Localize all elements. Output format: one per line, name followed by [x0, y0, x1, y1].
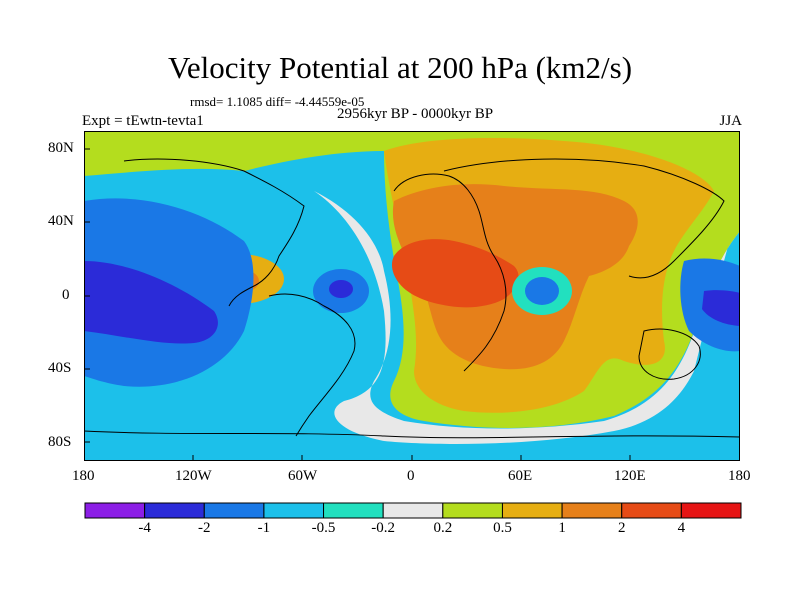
colorbar-label: 4 [677, 520, 686, 536]
colorbar-box [680, 502, 742, 519]
period-label: 2956kyr BP - 0000kyr BP [336, 106, 494, 122]
colorbar [84, 502, 742, 519]
map-title: Velocity Potential at 200 hPa (km2/s) [167, 50, 633, 85]
colorbar-box [382, 502, 444, 519]
colorbar-box [501, 502, 563, 519]
field-grey-arc [314, 191, 740, 444]
lon-label: 120E [614, 468, 646, 484]
field-east-darkblue [702, 290, 740, 326]
colorbar-label: -0.2 [371, 520, 396, 536]
colorbar-label: -4 [138, 520, 151, 536]
stats-line: rmsd= 1.1085 diff= -4.44559e-05 [190, 94, 365, 109]
lat-label: 80S [48, 434, 72, 450]
lon-label: 180 [72, 468, 95, 484]
lon-label: 60E [508, 468, 533, 484]
coast-antarctica [84, 430, 740, 439]
coast-south-america [268, 293, 356, 437]
coast-asia [443, 158, 725, 279]
coast-australia [638, 328, 701, 380]
colorbar-box [203, 502, 265, 519]
field-atlantic-darkblue [329, 280, 353, 298]
lon-label: 60W [288, 468, 318, 484]
lon-label: 0 [407, 468, 415, 484]
coastlines [84, 158, 740, 439]
lat-label: 40N [48, 213, 74, 229]
colorbar-label: 0.5 [493, 520, 512, 536]
lon-label: 180 [728, 468, 751, 484]
field-indian-blue [525, 277, 559, 305]
velocity-potential-map [84, 131, 740, 461]
lat-label: 0 [62, 287, 70, 303]
colorbar-box [144, 502, 205, 519]
colorbar-label: 1 [558, 520, 566, 536]
colorbar-box [442, 502, 503, 519]
colorbar-label: 0.2 [433, 520, 453, 536]
colorbar-box [263, 502, 325, 519]
colorbar-label: -1 [257, 520, 271, 536]
colorbar-box [323, 502, 384, 519]
lat-label: 80N [48, 140, 74, 156]
lon-label: 120W [175, 468, 212, 484]
colorbar-box [621, 502, 682, 519]
colorbar-label: 2 [617, 520, 626, 536]
colorbar-label: -0.5 [311, 520, 336, 536]
coast-europe-africa [393, 173, 507, 372]
tick-marks [84, 148, 631, 461]
colorbar-box [561, 502, 623, 519]
experiment-label: Expt = tEwtn-tevta1 [82, 113, 204, 129]
field-pacific-darkblue [84, 261, 218, 344]
field-red [391, 239, 519, 308]
season-label: JJA [719, 113, 742, 129]
lat-label: 40S [48, 360, 72, 376]
colorbar-label: -2 [198, 520, 211, 536]
contour-fields [84, 131, 740, 461]
coast-north-america [123, 158, 305, 307]
colorbar-box [84, 502, 146, 519]
colorbar-boxes [84, 502, 742, 519]
